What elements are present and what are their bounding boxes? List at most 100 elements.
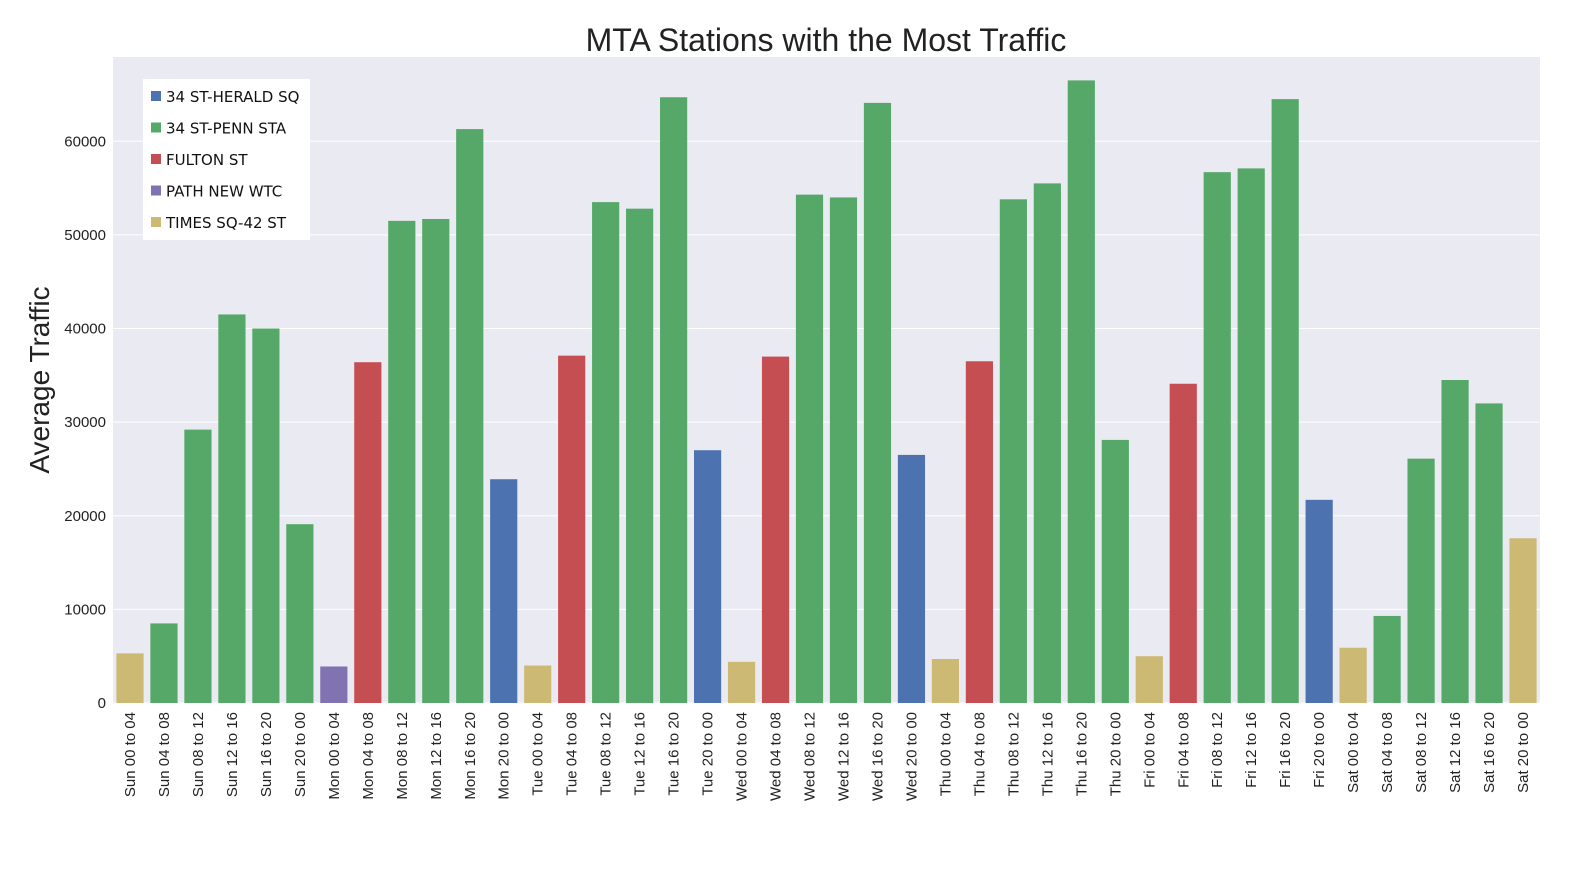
x-tick-label: Sat 20 to 00 <box>1515 712 1532 793</box>
y-tick-label: 40000 <box>64 321 106 338</box>
bar <box>1135 656 1163 703</box>
x-tick-label: Sun 08 to 12 <box>190 712 207 797</box>
bar <box>592 202 620 703</box>
bar <box>1373 615 1401 703</box>
x-tick-label: Wed 20 to 00 <box>903 712 920 801</box>
x-tick-label: Thu 08 to 12 <box>1005 712 1022 796</box>
bar <box>1203 172 1231 704</box>
bar <box>1475 403 1503 703</box>
x-tick-label: Tue 04 to 08 <box>564 712 581 796</box>
legend-swatch <box>151 122 161 133</box>
bar <box>456 129 484 704</box>
legend-swatch <box>151 217 161 227</box>
x-tick-label: Fri 16 to 20 <box>1277 712 1294 788</box>
x-tick-label: Fri 00 to 04 <box>1141 712 1158 788</box>
bar <box>388 220 416 703</box>
bar <box>1271 99 1299 703</box>
legend-swatch <box>151 154 161 164</box>
x-tick-label: Thu 20 to 00 <box>1107 712 1124 796</box>
bar <box>1067 80 1095 703</box>
x-tick-label: Fri 20 to 00 <box>1311 712 1328 788</box>
bar <box>1237 168 1265 703</box>
x-tick-label: Sat 00 to 04 <box>1345 712 1362 793</box>
bar <box>422 218 450 703</box>
x-tick-label: Sun 04 to 08 <box>156 712 173 797</box>
legend: 34 ST-HERALD SQ 34 ST-PENN STA FULTON ST PA… <box>143 79 310 240</box>
legend-entry: 34 ST-PENN STA <box>166 120 287 138</box>
x-tick-label: Tue 20 to 00 <box>700 712 717 796</box>
x-tick-label: Sat 16 to 20 <box>1481 712 1498 793</box>
bar <box>660 97 688 703</box>
bar <box>116 653 144 703</box>
bar <box>1339 647 1367 703</box>
legend-entry: 34 ST-HERALD SQ <box>166 88 299 106</box>
x-axis-ticks: Sun 00 to 04 Sun 04 to 08 Sun 08 to 12 Sun … <box>122 712 1532 801</box>
bar <box>931 658 960 703</box>
x-tick-label: Mon 16 to 20 <box>462 712 479 800</box>
bar <box>1033 183 1061 704</box>
x-tick-label: Thu 00 to 04 <box>937 712 954 796</box>
legend-entry: TIMES SQ-42 ST <box>165 214 287 232</box>
y-tick-label: 60000 <box>64 133 106 150</box>
x-tick-label: Fri 04 to 08 <box>1175 712 1192 788</box>
bar <box>150 623 178 703</box>
legend-swatch <box>151 185 161 196</box>
bar <box>490 479 518 703</box>
x-tick-label: Thu 12 to 16 <box>1039 712 1056 796</box>
bar <box>626 208 654 704</box>
y-tick-label: 20000 <box>64 508 106 525</box>
x-tick-label: Mon 00 to 04 <box>326 712 343 800</box>
x-tick-label: Sun 00 to 04 <box>122 712 139 797</box>
bar <box>558 355 586 703</box>
x-tick-label: Wed 16 to 20 <box>869 712 886 801</box>
bar <box>286 524 314 703</box>
bar <box>761 356 790 703</box>
bar <box>897 454 926 703</box>
bar <box>863 102 892 703</box>
bar <box>1441 380 1469 703</box>
bar <box>1407 458 1435 703</box>
x-tick-label: Fri 12 to 16 <box>1243 712 1260 788</box>
x-tick-label: Mon 20 to 00 <box>496 712 513 800</box>
y-tick-label: 10000 <box>64 601 106 618</box>
bar <box>1509 538 1537 703</box>
x-tick-label: Sat 04 to 08 <box>1379 712 1396 793</box>
x-tick-label: Fri 08 to 12 <box>1209 712 1226 788</box>
bar <box>727 661 756 703</box>
x-tick-label: Sun 16 to 20 <box>258 712 275 797</box>
x-tick-label: Mon 12 to 16 <box>428 712 445 800</box>
x-tick-label: Wed 08 to 12 <box>802 712 819 801</box>
y-axis-ticks: 0 10000 20000 30000 40000 50000 60000 <box>64 133 106 712</box>
plot-area <box>113 57 1540 703</box>
x-tick-label: Tue 08 to 12 <box>598 712 615 796</box>
bar <box>524 665 552 703</box>
bars <box>116 80 1537 704</box>
x-tick-label: Mon 08 to 12 <box>394 712 411 800</box>
legend-entry: PATH NEW WTC <box>166 183 282 201</box>
x-tick-label: Tue 00 to 04 <box>530 712 547 796</box>
x-tick-label: Sat 12 to 16 <box>1447 712 1464 793</box>
bar <box>1101 439 1129 703</box>
x-tick-label: Tue 16 to 20 <box>666 712 683 796</box>
x-tick-label: Tue 12 to 16 <box>632 712 649 796</box>
bar <box>795 194 824 703</box>
bar <box>184 429 212 703</box>
bar <box>1305 499 1333 703</box>
legend-swatch <box>151 91 161 101</box>
bar <box>693 450 722 703</box>
x-tick-label: Sat 08 to 12 <box>1413 712 1430 793</box>
x-tick-label: Wed 04 to 08 <box>768 712 785 801</box>
bar <box>354 362 382 703</box>
x-tick-label: Wed 00 to 04 <box>734 712 751 801</box>
legend-entry: FULTON ST <box>166 151 248 169</box>
y-tick-label: 0 <box>98 695 106 712</box>
x-tick-label: Thu 04 to 08 <box>971 712 988 796</box>
y-tick-label: 30000 <box>64 414 106 431</box>
bar <box>320 666 348 703</box>
gridlines <box>113 140 1540 704</box>
y-tick-label: 50000 <box>64 227 106 244</box>
bar <box>965 361 993 703</box>
x-tick-label: Sun 12 to 16 <box>224 712 241 797</box>
x-tick-label: Mon 04 to 08 <box>360 712 377 800</box>
